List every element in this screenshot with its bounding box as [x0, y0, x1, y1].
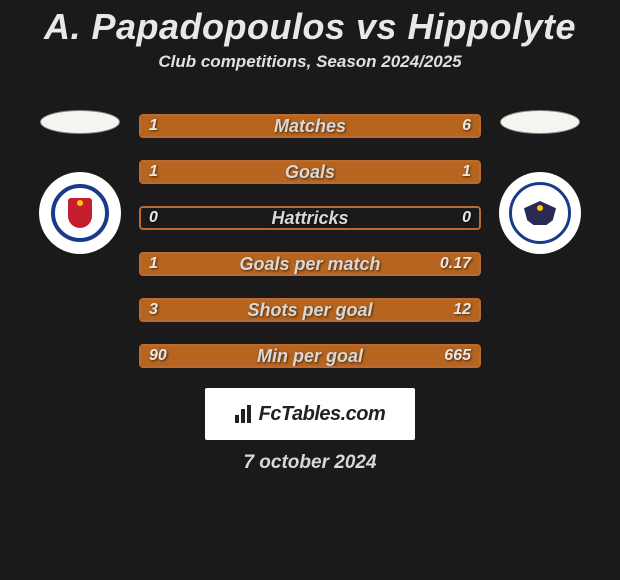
stat-value-right: 665 [444, 347, 471, 365]
club-badge-left-shield-icon [68, 198, 92, 228]
flag-left-icon [40, 110, 120, 134]
stat-label: Goals per match [141, 254, 479, 275]
stat-label: Shots per goal [141, 300, 479, 321]
stat-label: Matches [141, 116, 479, 137]
stat-bar-row: 90Min per goal665 [139, 344, 481, 368]
stat-value-right: 1 [462, 163, 471, 181]
player-right-column [499, 110, 581, 254]
stat-label: Min per goal [141, 346, 479, 367]
date-label: 7 october 2024 [0, 452, 620, 474]
stat-label: Goals [141, 162, 479, 183]
stat-bar-row: 3Shots per goal12 [139, 298, 481, 322]
stat-value-right: 12 [453, 301, 471, 319]
comparison-layout: 1Matches61Goals10Hattricks01Goals per ma… [0, 110, 620, 368]
club-badge-left-ring [51, 184, 109, 242]
player-left-column [39, 110, 121, 254]
stat-bar-row: 0Hattricks0 [139, 206, 481, 230]
stat-label: Hattricks [141, 208, 479, 229]
fctables-logo: FcTables.com [205, 388, 415, 440]
stat-value-right: 6 [462, 117, 471, 135]
page-subtitle: Club competitions, Season 2024/2025 [0, 52, 620, 110]
club-badge-left [39, 172, 121, 254]
page-title: A. Papadopoulos vs Hippolyte [0, 0, 620, 52]
club-badge-right-ring [509, 182, 571, 244]
main-container: A. Papadopoulos vs Hippolyte Club compet… [0, 0, 620, 474]
stats-bars: 1Matches61Goals10Hattricks01Goals per ma… [139, 110, 481, 368]
club-badge-right-eagle-icon [524, 201, 556, 225]
fctables-logo-text: FcTables.com [259, 403, 386, 426]
stat-value-right: 0.17 [440, 255, 471, 273]
club-badge-right [499, 172, 581, 254]
flag-right-icon [500, 110, 580, 134]
stat-bar-row: 1Goals1 [139, 160, 481, 184]
bar-chart-icon [235, 405, 255, 423]
stat-bar-row: 1Goals per match0.17 [139, 252, 481, 276]
stat-value-right: 0 [462, 209, 471, 227]
stat-bar-row: 1Matches6 [139, 114, 481, 138]
